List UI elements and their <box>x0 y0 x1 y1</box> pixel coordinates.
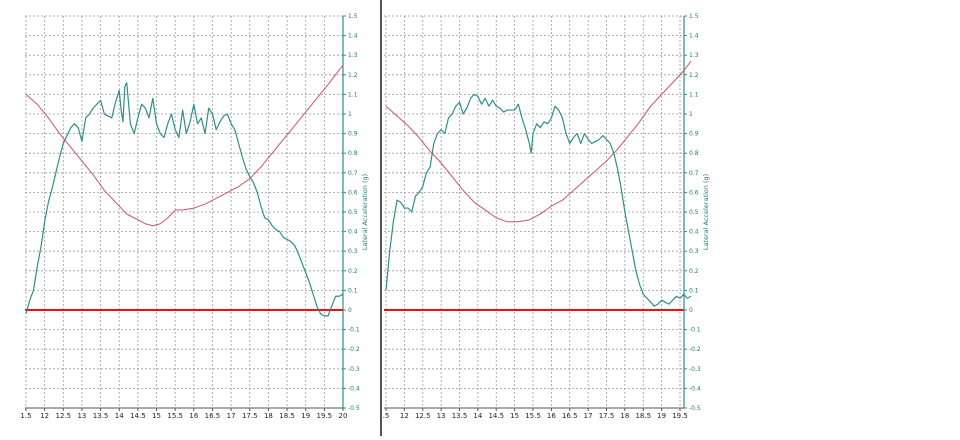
y-tick-label-5: 1.1 <box>348 91 358 98</box>
x-tick-label-7: 14.5 <box>130 412 146 420</box>
y-tick-label-14: 0.2 <box>348 268 358 275</box>
x-tick-label-11: 16.5 <box>562 412 578 420</box>
y-tick-label-4: 1.2 <box>689 72 699 79</box>
y-tick-label-2: 1.4 <box>348 33 358 40</box>
x-tick-label-11: 16.5 <box>205 412 221 420</box>
y-tick-label-9: 0.7 <box>689 170 699 177</box>
y-tick-label-15: 0.1 <box>689 287 699 294</box>
x-tick-label-6: 14 <box>473 412 482 420</box>
x-tick-label-12: 17 <box>227 412 236 420</box>
y-tick-label-19: -0.3 <box>689 366 701 373</box>
x-tick-label-18: 20 <box>339 412 348 420</box>
x-tick-label-14: 18 <box>264 412 273 420</box>
x-tick-label-2: 12 <box>400 412 409 420</box>
y-tick-label-11: 0.5 <box>348 209 358 216</box>
x-tick-label-10: 16 <box>547 412 556 420</box>
y-tick-label-18: -0.2 <box>348 346 360 353</box>
x-tick-label-17: 19.5 <box>317 412 333 420</box>
y-tick-label-15: 0.1 <box>348 287 358 294</box>
y-tick-label-1: 1.5 <box>689 13 699 20</box>
x-tick-label-3: 12.5 <box>415 412 431 420</box>
y-tick-label-21: -0.5 <box>689 405 701 412</box>
y-tick-label-8: 0.8 <box>348 150 358 157</box>
y-tick-label-12: 0.4 <box>348 229 358 236</box>
y-axis-title: Lateral Acceleration (g) <box>361 174 369 250</box>
y-tick-label-3: 1.3 <box>689 52 699 59</box>
y-tick-label-21: -0.5 <box>348 405 360 412</box>
panel-divider <box>380 0 382 436</box>
y-tick-label-10: 0.6 <box>689 189 699 196</box>
y-tick-label-9: 0.7 <box>348 170 358 177</box>
y-tick-label-20: -0.4 <box>348 385 360 392</box>
lateral-acceleration-line <box>25 82 344 317</box>
y-tick-label-13: 0.3 <box>689 248 699 255</box>
y-tick-label-6: 1 <box>348 111 352 118</box>
y-tick-label-3: 1.3 <box>348 52 358 59</box>
x-tick-label-1: .5 <box>383 412 390 420</box>
x-tick-label-15: 18.5 <box>279 412 295 420</box>
x-tick-label-9: 15.5 <box>525 412 541 420</box>
x-tick-label-5: 13.5 <box>452 412 468 420</box>
x-tick-label-8: 15 <box>510 412 519 420</box>
x-tick-label-4: 13 <box>437 412 446 420</box>
y-tick-label-20: -0.4 <box>689 385 701 392</box>
x-tick-label-12: 17 <box>584 412 593 420</box>
y-tick-label-2: 1.4 <box>689 33 699 40</box>
x-tick-label-4: 13 <box>77 412 86 420</box>
y-tick-label-16: 0 <box>348 307 352 314</box>
y-tick-label-17: -0.1 <box>348 327 360 334</box>
x-tick-label-2: 12 <box>40 412 49 420</box>
y-axis-title: Lateral Acceleration (g) <box>702 174 710 250</box>
y-tick-label-10: 0.6 <box>348 189 358 196</box>
y-tick-label-4: 1.2 <box>348 72 358 79</box>
lateral-acceleration-line <box>385 93 692 307</box>
y-tick-label-8: 0.8 <box>689 150 699 157</box>
x-tick-label-3: 12.5 <box>55 412 71 420</box>
x-tick-label-14: 18 <box>620 412 629 420</box>
y-tick-label-6: 1 <box>689 111 693 118</box>
y-tick-label-18: -0.2 <box>689 346 701 353</box>
x-tick-label-13: 17.5 <box>599 412 615 420</box>
y-tick-label-7: 0.9 <box>348 131 358 138</box>
y-tick-label-12: 0.4 <box>689 229 699 236</box>
y-tick-label-11: 0.5 <box>689 209 699 216</box>
chart-panel-2: 1.51.41.31.21.110.90.80.70.60.50.40.30.2… <box>383 13 710 420</box>
x-tick-label-17: 19.5 <box>672 412 688 420</box>
x-tick-label-7: 14.5 <box>488 412 504 420</box>
x-tick-label-1: 1.5 <box>20 412 31 420</box>
speed-trace-line <box>385 60 692 223</box>
y-tick-label-5: 1.1 <box>689 91 699 98</box>
x-tick-label-5: 13.5 <box>93 412 109 420</box>
speed-trace-line <box>25 64 344 227</box>
x-tick-label-9: 15.5 <box>167 412 183 420</box>
y-tick-label-7: 0.9 <box>689 131 699 138</box>
x-tick-label-13: 17.5 <box>242 412 258 420</box>
y-tick-label-1: 1.5 <box>348 13 358 20</box>
x-tick-label-8: 15 <box>152 412 161 420</box>
y-tick-label-13: 0.3 <box>348 248 358 255</box>
y-tick-label-17: -0.1 <box>689 327 701 334</box>
x-tick-label-6: 14 <box>115 412 124 420</box>
y-tick-label-19: -0.3 <box>348 366 360 373</box>
x-tick-label-16: 19 <box>657 412 666 420</box>
x-tick-label-10: 16 <box>189 412 198 420</box>
y-tick-label-14: 0.2 <box>689 268 699 275</box>
x-tick-label-15: 18.5 <box>635 412 651 420</box>
y-tick-label-16: 0 <box>689 307 693 314</box>
x-tick-label-16: 19 <box>301 412 310 420</box>
chart-panel-1: 1.5 1.4 1.3 1.2 1.1 1 0.9 0.8 0.7 0.6 0.5 0.4 0.3 0.2… <box>20 13 369 420</box>
